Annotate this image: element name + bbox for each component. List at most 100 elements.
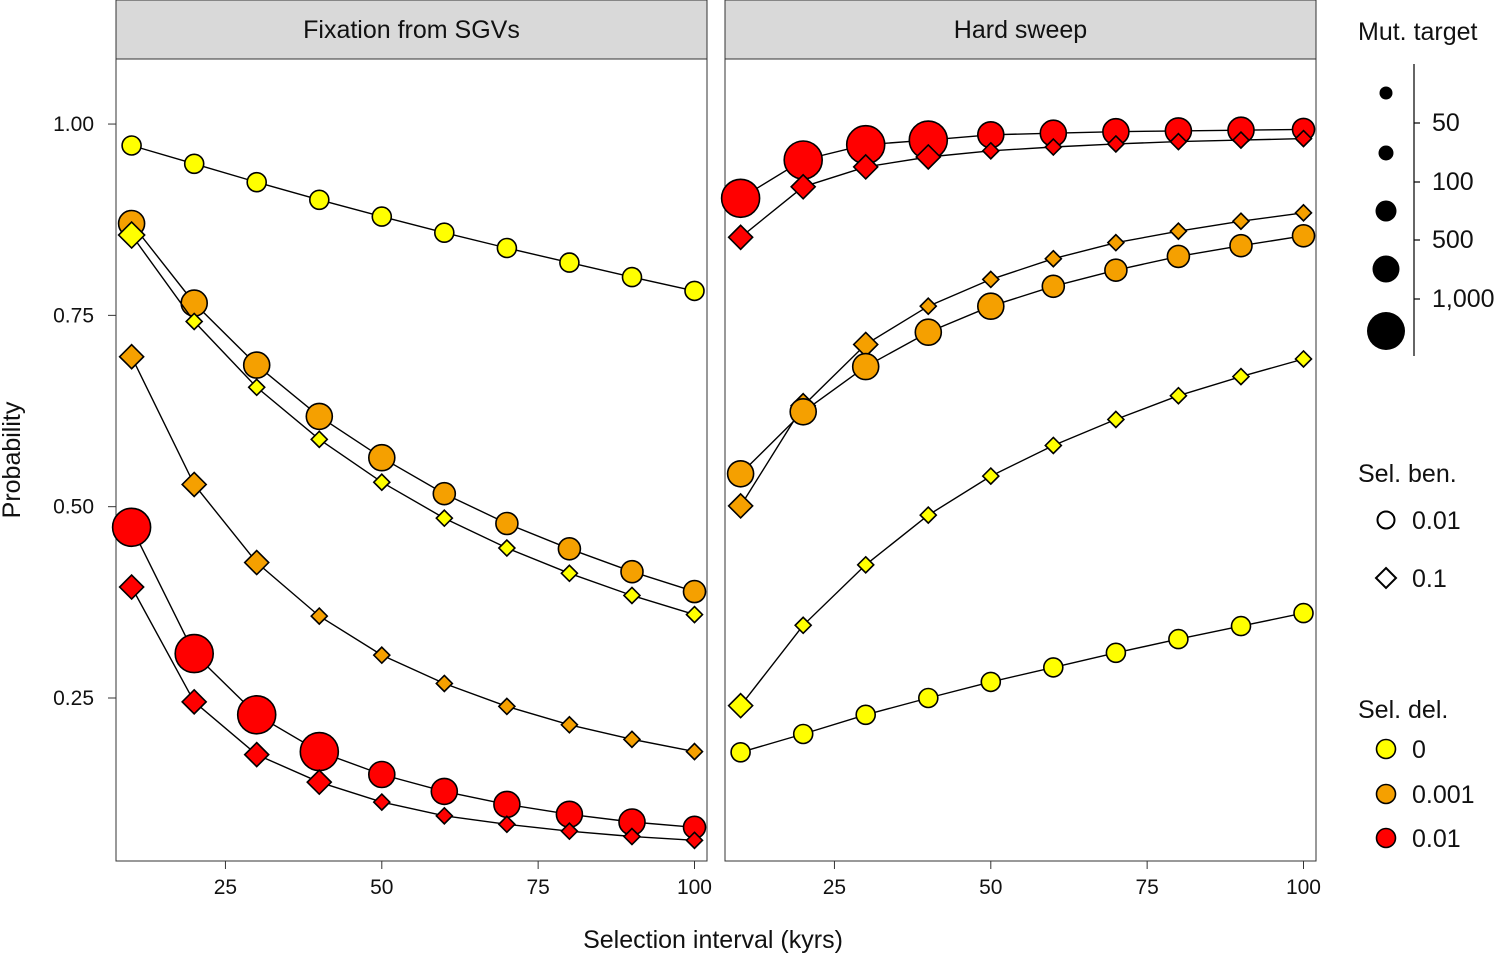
legend-shape-title: Sel. ben. — [1358, 460, 1457, 488]
series-line — [740, 128, 1304, 199]
data-point-diamond — [727, 492, 754, 520]
x-tick-label: 25 — [214, 876, 237, 899]
data-point-circle — [726, 459, 755, 488]
data-point-diamond — [310, 606, 329, 626]
data-point-circle — [246, 171, 268, 193]
data-point-diamond — [685, 605, 704, 624]
data-point-diamond — [1044, 436, 1063, 455]
data-point-diamond — [1294, 203, 1313, 222]
data-point-diamond — [1169, 132, 1188, 151]
y-tick-label: 0.25 — [53, 687, 94, 710]
data-point-circle — [914, 318, 943, 347]
data-point-circle — [620, 559, 644, 584]
x-axis-title: Selection interval (kyrs) — [583, 926, 843, 954]
data-point-diamond — [919, 505, 938, 525]
panel-1-strip — [115, 0, 708, 60]
series-line — [130, 356, 695, 753]
x-tick-label: 50 — [979, 876, 1002, 899]
legend-color-label-0: 0 — [1412, 736, 1426, 764]
data-point-circle — [121, 135, 142, 156]
data-point-diamond — [1231, 212, 1251, 231]
legend-shape-circle-key — [1376, 510, 1396, 530]
data-point-circle — [367, 760, 396, 789]
data-point-circle — [1230, 615, 1252, 637]
data-point-diamond — [852, 153, 879, 181]
data-point-diamond — [1044, 249, 1063, 268]
data-point-circle — [242, 351, 271, 379]
data-point-circle — [684, 280, 705, 302]
data-point-circle — [305, 402, 334, 431]
data-point-diamond — [1106, 134, 1126, 154]
data-point-circle — [1043, 657, 1064, 678]
data-point-circle — [980, 671, 1002, 693]
data-point-diamond — [560, 564, 579, 583]
data-point-diamond — [1169, 386, 1188, 405]
data-point-circle — [557, 536, 582, 561]
panel-1-title: Fixation from SGVs — [303, 16, 520, 44]
data-point-circle — [1168, 628, 1189, 650]
panel-1-plot-area — [115, 58, 708, 862]
data-point-circle — [183, 153, 205, 175]
data-point-diamond — [306, 769, 333, 796]
data-point-diamond — [497, 538, 517, 558]
data-point-circle — [792, 723, 814, 745]
legend-shape-circle-label: 0.01 — [1412, 507, 1461, 535]
data-point-circle — [430, 777, 459, 806]
data-point-circle — [493, 790, 521, 819]
data-point-diamond — [1231, 367, 1251, 386]
legend-size-label: 50 — [1432, 109, 1460, 137]
data-point-circle — [111, 507, 152, 548]
legend-size-title: Mut. target — [1358, 18, 1478, 46]
data-point-diamond — [118, 343, 145, 370]
legend-color-key-0 — [1375, 738, 1397, 760]
data-point-circle — [976, 292, 1005, 321]
x-tick-label: 75 — [1135, 876, 1158, 899]
data-point-diamond — [1169, 222, 1188, 241]
data-point-circle — [1105, 642, 1127, 664]
legend-size-key — [1375, 200, 1397, 222]
data-point-diamond — [622, 827, 642, 846]
legend-shape-diamond-label: 0.1 — [1412, 565, 1447, 593]
data-point-circle — [1166, 244, 1191, 269]
data-point-circle — [1291, 224, 1316, 248]
legend-shape-diamond-key — [1374, 566, 1398, 590]
data-point-diamond — [1044, 137, 1063, 157]
data-point-diamond — [181, 688, 208, 715]
data-point-diamond — [685, 831, 704, 850]
series-line — [130, 586, 695, 841]
legend-sel-ben: Sel. ben. 0.01 0.1 — [1358, 460, 1461, 593]
data-point-circle — [432, 481, 457, 506]
data-point-diamond — [622, 586, 642, 605]
data-point-circle — [236, 694, 277, 735]
x-tick-label: 50 — [370, 876, 393, 899]
data-point-circle — [1293, 602, 1314, 624]
data-point-circle — [917, 687, 939, 709]
series-line — [131, 234, 695, 616]
legend-color-label-1: 0.001 — [1412, 781, 1475, 809]
data-point-diamond — [247, 378, 266, 397]
data-point-circle — [371, 206, 393, 227]
data-point-diamond — [310, 430, 329, 449]
legend-color-key-1 — [1375, 783, 1397, 805]
data-point-diamond — [1294, 349, 1313, 369]
data-point-diamond — [118, 573, 145, 601]
legend-mutation-target: Mut. target 50 100 500 1,000 — [1358, 18, 1495, 356]
legend-size-label: 1,000 — [1432, 285, 1495, 313]
y-axis: 0.25 0.50 0.75 1.00 — [53, 113, 116, 710]
x-tick-label: 25 — [823, 876, 846, 899]
data-point-diamond — [560, 822, 579, 841]
data-point-circle — [495, 511, 519, 536]
data-point-diamond — [981, 141, 1000, 160]
data-point-circle — [299, 731, 340, 772]
panel-2-series — [720, 116, 1316, 763]
series-line — [131, 223, 695, 593]
legend-size-key — [1367, 312, 1405, 350]
legend-size-label: 100 — [1432, 168, 1474, 196]
data-point-circle — [730, 741, 751, 763]
y-tick-label: 0.50 — [53, 496, 94, 519]
data-point-diamond — [981, 466, 1000, 486]
data-point-diamond — [435, 806, 454, 825]
data-point-circle — [720, 178, 761, 219]
legend-size-labels: 50 100 500 1,000 — [1414, 109, 1495, 313]
series-line — [130, 526, 695, 828]
